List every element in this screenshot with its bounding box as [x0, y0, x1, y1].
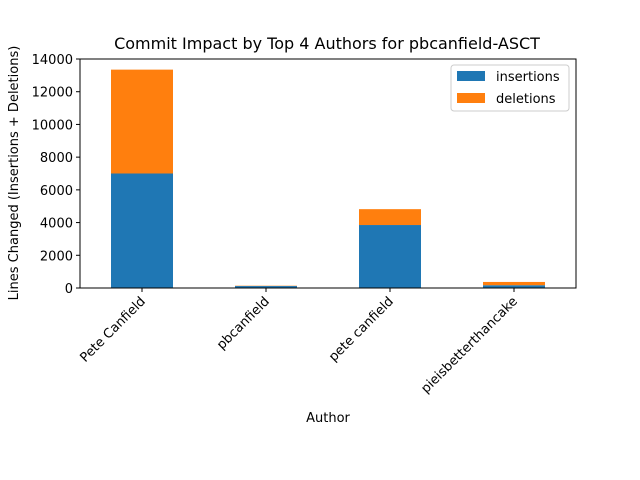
legend-swatch-deletions — [457, 93, 485, 103]
y-tick-label: 2000 — [40, 249, 73, 264]
bar-deletions-0 — [111, 69, 173, 174]
x-axis-label: Author — [306, 411, 350, 426]
y-tick-label: 12000 — [32, 86, 73, 101]
bar-deletions-2 — [359, 209, 421, 226]
bar-insertions-1 — [235, 286, 297, 288]
bar-deletions-3 — [483, 281, 545, 286]
legend-label-insertions: insertions — [496, 70, 560, 85]
bar-insertions-3 — [483, 285, 545, 288]
y-tick-label: 10000 — [32, 118, 73, 133]
y-tick-label: 0 — [65, 282, 73, 297]
legend-swatch-insertions — [457, 71, 485, 81]
plot-frame — [79, 58, 577, 289]
chart-title: Commit Impact by Top 4 Authors for pbcan… — [114, 34, 540, 53]
bar-insertions-0 — [111, 173, 173, 288]
y-tick-label: 6000 — [40, 184, 73, 199]
legend: insertions deletions — [450, 64, 570, 112]
y-tick-label: 14000 — [32, 53, 73, 68]
y-axis-label: Lines Changed (Insertions + Deletions) — [7, 46, 22, 301]
legend-label-deletions: deletions — [496, 92, 556, 107]
y-tick-label: 8000 — [40, 151, 73, 166]
y-axis-ticks: 0 2000 4000 6000 8000 10000 12000 14000 — [32, 53, 80, 297]
y-tick-label: 4000 — [40, 217, 73, 232]
bars-group — [111, 69, 545, 288]
bar-insertions-2 — [359, 225, 421, 288]
